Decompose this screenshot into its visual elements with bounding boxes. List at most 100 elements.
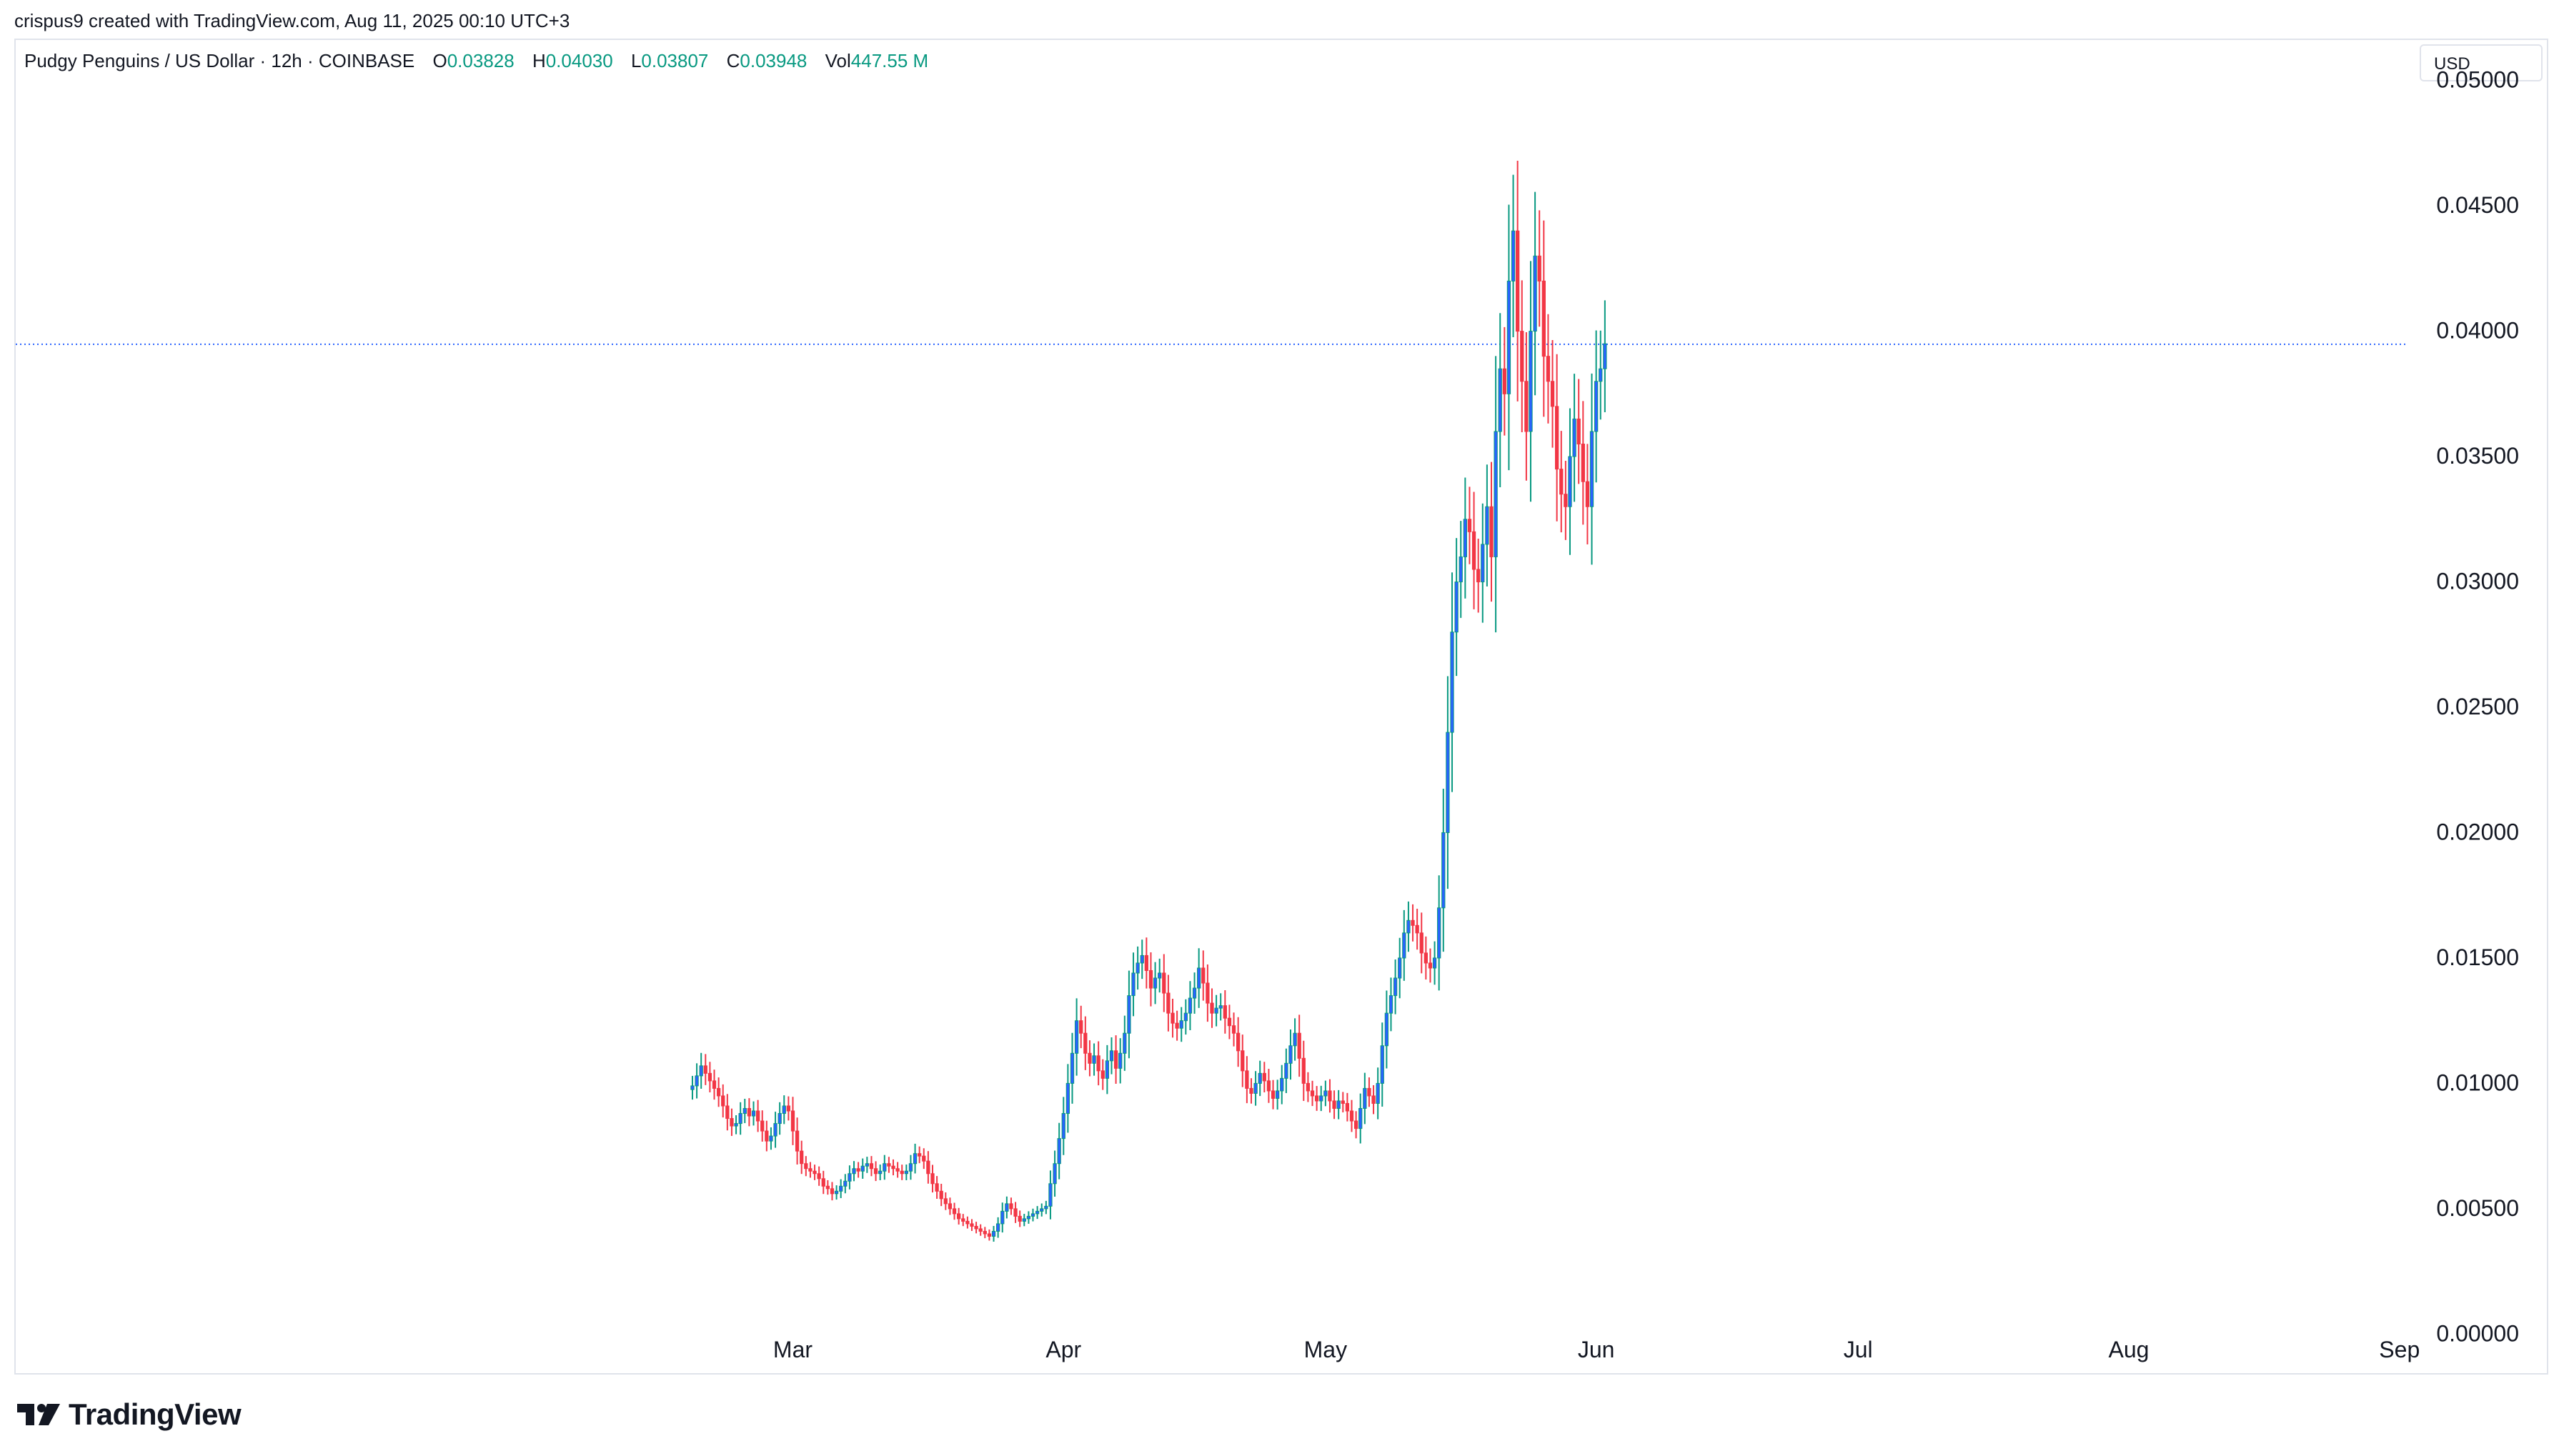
candle <box>1266 1069 1271 1103</box>
candle <box>1353 1111 1358 1139</box>
candle <box>1065 1064 1070 1133</box>
candle-body <box>1044 1205 1048 1210</box>
candle-body <box>1284 1062 1288 1079</box>
candle-body <box>952 1208 957 1215</box>
candle <box>1446 676 1450 889</box>
candle <box>817 1166 821 1186</box>
candle <box>716 1077 721 1107</box>
candle-body <box>1118 1052 1123 1069</box>
candle <box>1231 1012 1236 1047</box>
candle-body <box>839 1185 843 1192</box>
candle <box>1136 946 1140 990</box>
candle-body <box>1388 995 1393 1014</box>
candle <box>1459 521 1463 618</box>
tradingview-logo[interactable]: TradingView <box>16 1397 242 1432</box>
candle <box>782 1095 786 1125</box>
currency-button[interactable]: USD <box>2420 44 2543 81</box>
candle <box>1310 1080 1315 1107</box>
candle-body <box>1231 1025 1236 1034</box>
candle-body <box>1140 954 1144 964</box>
candle <box>1323 1080 1328 1107</box>
candle <box>1319 1085 1323 1112</box>
chart-frame[interactable] <box>14 39 2548 1375</box>
candle <box>1276 1079 1280 1110</box>
candle <box>1345 1092 1350 1122</box>
candle <box>1564 461 1568 540</box>
candle <box>1594 330 1599 483</box>
candle-body <box>1581 444 1585 482</box>
candle <box>1005 1196 1009 1219</box>
candle-body <box>1437 907 1441 959</box>
candle-body <box>1585 481 1590 507</box>
candle-body <box>760 1120 765 1132</box>
x-tick-label: Sep <box>2379 1337 2420 1362</box>
candle-body <box>1105 1060 1110 1079</box>
candle <box>1388 977 1393 1032</box>
candle-body <box>1109 1050 1114 1062</box>
candle-body <box>1100 1070 1105 1079</box>
candle <box>918 1146 922 1164</box>
candle-body <box>961 1218 965 1222</box>
candle <box>1533 191 1537 396</box>
candle-body <box>800 1150 804 1165</box>
y-tick-label: 0.00500 <box>2436 1195 2519 1221</box>
candle-body <box>1148 969 1153 989</box>
candle-body <box>887 1163 891 1167</box>
symbol-legend: Pudgy Penguins / US Dollar · 12h · COINB… <box>24 50 928 72</box>
candle-body <box>1070 1052 1075 1084</box>
candle-body <box>1013 1208 1018 1217</box>
candle <box>1236 1017 1241 1067</box>
candle-body <box>883 1163 887 1172</box>
candle <box>1572 374 1576 502</box>
candle <box>1568 408 1572 555</box>
candle-body <box>1367 1087 1371 1097</box>
candle-body <box>1218 1005 1223 1009</box>
candle <box>869 1156 874 1177</box>
candle-body <box>769 1135 773 1142</box>
candle <box>883 1155 887 1180</box>
candle <box>930 1165 935 1193</box>
candle <box>1450 572 1454 792</box>
candle <box>1485 464 1489 587</box>
candle-body <box>1288 1045 1293 1064</box>
candle-body <box>1323 1090 1328 1097</box>
candle-body <box>1153 977 1158 989</box>
candle-body <box>1533 255 1537 332</box>
tradingview-logo-icon <box>17 1404 60 1425</box>
candle-body <box>1241 1050 1245 1072</box>
candle <box>1297 1014 1301 1077</box>
candle-body <box>983 1230 987 1235</box>
x-axis: Mar Apr May Jun Jul Aug Sep <box>773 1337 2420 1362</box>
candle-body <box>1162 972 1166 994</box>
candle <box>699 1052 703 1089</box>
candle <box>1367 1077 1371 1107</box>
candle-body <box>1371 1095 1376 1104</box>
candle <box>1018 1210 1022 1227</box>
candle <box>1506 204 1511 471</box>
candle-body <box>1411 919 1415 926</box>
y-tick-label: 0.01000 <box>2436 1069 2519 1095</box>
candle <box>1550 340 1555 448</box>
candle-body <box>755 1110 760 1122</box>
candle-body <box>1353 1120 1358 1130</box>
candle-body <box>730 1118 734 1127</box>
candle-body <box>1197 967 1201 989</box>
candle-body <box>725 1105 730 1120</box>
candle <box>1183 999 1188 1035</box>
candle-body <box>1406 919 1411 934</box>
candle <box>695 1063 699 1099</box>
candle <box>1079 1005 1083 1049</box>
candle <box>1044 1200 1048 1215</box>
candle-body <box>922 1155 926 1162</box>
candle-body <box>1506 280 1511 394</box>
candle-body <box>821 1178 825 1187</box>
candle <box>848 1165 852 1190</box>
candle <box>1083 1016 1088 1070</box>
candle <box>1481 503 1485 623</box>
candle-body <box>865 1163 869 1167</box>
candle-body <box>1297 1032 1301 1059</box>
candle <box>760 1110 765 1142</box>
candle <box>878 1165 883 1180</box>
candle <box>904 1165 908 1180</box>
